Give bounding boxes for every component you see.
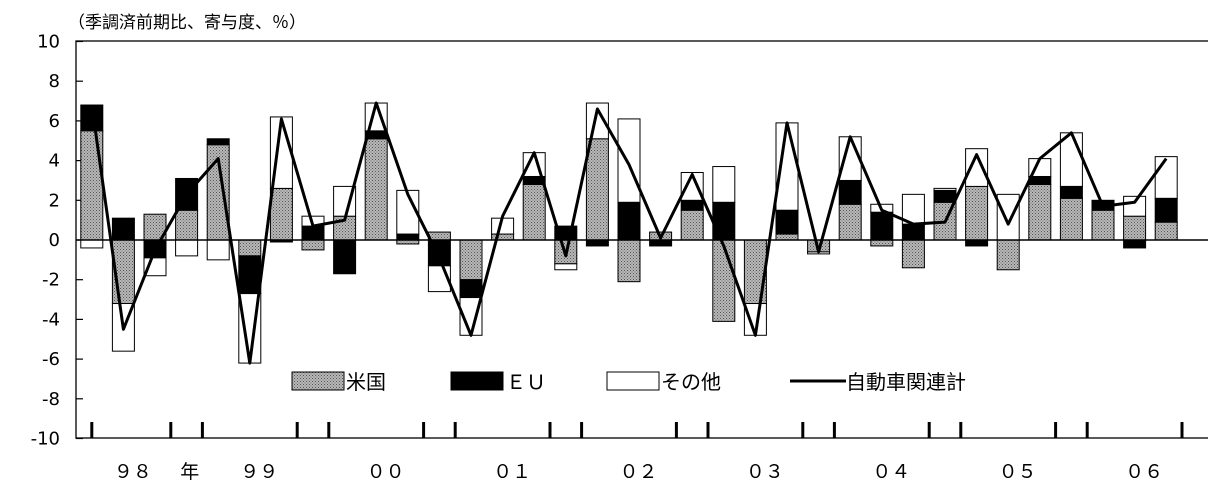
y-tick-label: -6 bbox=[42, 349, 60, 370]
y-tick-label: 8 bbox=[49, 71, 60, 92]
bar-other bbox=[617, 118, 641, 203]
bar-other bbox=[206, 239, 230, 261]
bar-eu bbox=[712, 201, 736, 241]
year-label: ９８ bbox=[114, 461, 152, 483]
legend-label-other: その他 bbox=[661, 370, 721, 394]
bar-eu bbox=[775, 209, 799, 235]
y-tick-label: -10 bbox=[31, 429, 60, 450]
y-axis: 10 8 6 4 2 0 -2 -4 -6 -8 -10 bbox=[31, 32, 83, 450]
year-label: ０５ bbox=[999, 461, 1037, 483]
bar-usa bbox=[617, 239, 641, 283]
bar-usa bbox=[238, 239, 262, 257]
bar-other bbox=[933, 187, 957, 191]
legend-swatch-usa bbox=[291, 371, 345, 391]
bar-eu bbox=[617, 201, 641, 241]
bar-usa bbox=[269, 187, 293, 241]
bar-eu bbox=[965, 239, 989, 247]
y-tick-label: -2 bbox=[42, 270, 60, 291]
y-tick-label: -4 bbox=[42, 309, 60, 330]
bar-eu bbox=[1123, 239, 1147, 249]
bar-eu bbox=[680, 199, 704, 211]
bar-usa bbox=[1091, 209, 1115, 241]
bar-eu bbox=[206, 138, 230, 146]
bar-usa bbox=[870, 239, 894, 247]
bar-usa bbox=[364, 138, 388, 241]
year-label: ０６ bbox=[1125, 461, 1163, 483]
bar-other bbox=[554, 263, 578, 271]
bar-usa bbox=[965, 185, 989, 241]
y-tick-label: 10 bbox=[37, 32, 60, 53]
bar-other bbox=[712, 166, 736, 203]
year-label: ０３ bbox=[746, 461, 784, 483]
bar-eu bbox=[1154, 197, 1178, 223]
bar-usa bbox=[743, 239, 767, 305]
bar-other bbox=[965, 148, 989, 187]
bar-eu bbox=[649, 239, 673, 247]
bar-eu bbox=[111, 217, 135, 241]
year-label: ０４ bbox=[872, 461, 910, 483]
y-tick-label: 2 bbox=[49, 190, 60, 211]
bar-eu bbox=[585, 239, 609, 247]
bar-usa bbox=[459, 239, 483, 281]
bar-eu bbox=[238, 255, 262, 295]
bar-usa bbox=[522, 183, 546, 241]
bar-usa bbox=[996, 239, 1020, 271]
total-line bbox=[90, 101, 1168, 365]
bar-other bbox=[1154, 156, 1178, 199]
x-axis: ９８ 年 ９９ ００ ０１ ０２ ０３ ０４ ０５ ０６ bbox=[90, 422, 1184, 483]
bar-eu bbox=[1059, 185, 1083, 199]
bar-usa bbox=[491, 233, 515, 241]
bar-usa bbox=[1059, 197, 1083, 241]
bar-eu bbox=[933, 189, 957, 203]
legend: 米国 ＥＵ その他 自動車関連計 bbox=[291, 370, 966, 394]
legend-label-eu: ＥＵ bbox=[506, 370, 546, 394]
bar-usa bbox=[585, 138, 609, 241]
bar-other bbox=[996, 193, 1020, 241]
y-tick-label: -8 bbox=[42, 389, 60, 410]
bar-usa bbox=[901, 239, 925, 269]
bar-eu bbox=[396, 233, 420, 241]
bar-usa bbox=[1123, 215, 1147, 241]
bar-eu bbox=[459, 279, 483, 299]
bar-usa bbox=[838, 203, 862, 241]
legend-label-usa: 米国 bbox=[346, 370, 386, 394]
year-label: ０２ bbox=[619, 461, 657, 483]
bar-usa bbox=[175, 209, 199, 241]
bar-usa bbox=[775, 233, 799, 241]
year-label: ００ bbox=[367, 461, 405, 483]
year-label: ９９ bbox=[240, 461, 278, 483]
bar-usa bbox=[80, 130, 104, 241]
bar-usa bbox=[712, 239, 736, 322]
bar-other bbox=[680, 172, 704, 201]
y-tick-label: 0 bbox=[49, 230, 60, 251]
year-label: 年 bbox=[180, 461, 199, 483]
bar-usa bbox=[301, 239, 325, 251]
bar-usa bbox=[680, 209, 704, 241]
year-label: ０１ bbox=[493, 461, 531, 483]
bar-other bbox=[175, 239, 199, 257]
bar-other bbox=[1123, 195, 1147, 217]
y-axis-title: （季調済前期比、寄与度、％） bbox=[68, 13, 306, 33]
legend-label-total: 自動車関連計 bbox=[846, 370, 966, 394]
bar-usa bbox=[427, 231, 451, 241]
bar-other bbox=[80, 239, 104, 249]
legend-swatch-eu bbox=[450, 371, 504, 391]
bar-eu bbox=[901, 223, 925, 241]
bar-eu bbox=[301, 225, 325, 241]
legend-swatch-other bbox=[606, 371, 660, 391]
y-tick-label: 6 bbox=[49, 111, 60, 132]
bar-other bbox=[838, 136, 862, 181]
bar-usa bbox=[1028, 183, 1052, 241]
bar-usa bbox=[1154, 221, 1178, 241]
bar-eu bbox=[333, 239, 357, 275]
bar-eu bbox=[870, 211, 894, 241]
bar-eu bbox=[838, 179, 862, 205]
y-tick-label: 4 bbox=[49, 151, 60, 172]
